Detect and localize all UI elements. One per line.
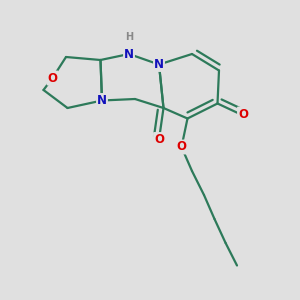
- Text: O: O: [176, 140, 187, 154]
- Text: N: N: [124, 47, 134, 61]
- Text: O: O: [47, 71, 58, 85]
- Text: H: H: [125, 32, 133, 43]
- Text: O: O: [154, 133, 164, 146]
- Text: N: N: [97, 94, 107, 107]
- Text: N: N: [154, 58, 164, 71]
- Text: O: O: [238, 107, 248, 121]
